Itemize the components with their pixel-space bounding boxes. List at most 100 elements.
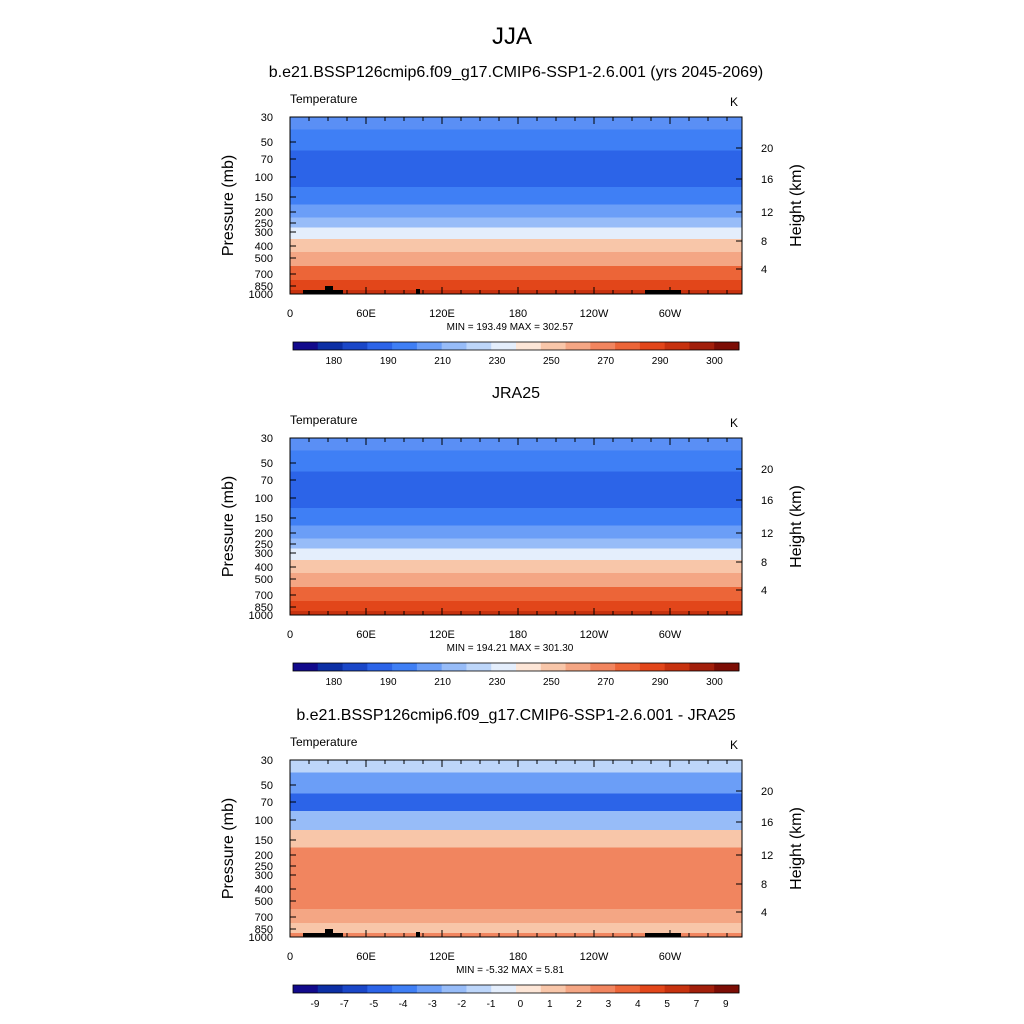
colorbar-label: 290: [652, 677, 669, 688]
lon-tick-label: 60E: [356, 629, 376, 641]
colorbar-swatch: [714, 663, 740, 671]
contour-band-200: [290, 847, 742, 861]
contour-band-70: [290, 471, 742, 489]
height-tick-label: 4: [761, 264, 767, 276]
topography: [325, 286, 333, 294]
plot-frame: [289, 116, 743, 295]
pressure-tick-label: 150: [255, 835, 273, 847]
pressure-tick-label: 1000: [249, 289, 273, 301]
plot-area: [290, 760, 742, 937]
lon-tick-label: 180: [509, 308, 527, 320]
lon-tick-label: 0: [287, 951, 293, 963]
y-axis-label: Pressure (mb): [220, 155, 237, 256]
colorbar-swatch: [664, 663, 690, 671]
colorbar-swatch: [416, 663, 443, 671]
min-max-stats: MIN = -5.32 MAX = 5.81: [456, 965, 564, 976]
pressure-tick-label: 250: [255, 861, 273, 873]
colorbar-label: 230: [489, 677, 506, 688]
colorbar-label: 5: [664, 999, 670, 1010]
colorbar-frame: [292, 662, 740, 672]
pressure-tick-label: 30: [261, 433, 273, 445]
contour-band-1000: [290, 611, 742, 615]
colorbar-swatch: [416, 342, 443, 350]
contour-band-100: [290, 168, 742, 187]
colorbar-swatch: [367, 663, 393, 671]
colorbar-swatch: [639, 663, 666, 671]
colorbar-swatch: [491, 985, 517, 993]
panel-title: b.e21.BSSP126cmip6.f09_g17.CMIP6-SSP1-2.…: [269, 64, 764, 81]
pressure-tick-label: 50: [261, 458, 273, 470]
contour-band-50: [290, 129, 742, 151]
colorbar-swatch: [466, 985, 492, 993]
topography: [645, 933, 681, 937]
colorbar-label: -3: [428, 999, 437, 1010]
colorbar-label: 9: [723, 999, 729, 1010]
contour-band-500: [290, 573, 742, 587]
plot-frame: [289, 759, 743, 938]
colorbar-swatch: [416, 985, 443, 993]
pressure-tick-label: 100: [255, 172, 273, 184]
colorbar-swatch: [565, 663, 591, 671]
pressure-tick-label: 200: [255, 528, 273, 540]
colorbar-swatch: [317, 663, 344, 671]
lon-tick-label: 120W: [580, 629, 609, 641]
pressure-tick-label: 150: [255, 513, 273, 525]
colorbar-swatch: [565, 985, 591, 993]
lon-tick-label: 180: [509, 951, 527, 963]
topography: [416, 289, 420, 294]
colorbar-swatch: [466, 342, 492, 350]
panel-title: JRA25: [492, 385, 540, 402]
colorbar-swatch: [615, 985, 641, 993]
pressure-tick-label: 70: [261, 475, 273, 487]
y-axis-label: Pressure (mb): [220, 798, 237, 899]
pressure-tick-label: 50: [261, 780, 273, 792]
lon-tick-label: 120W: [580, 308, 609, 320]
topography: [303, 933, 343, 937]
height-tick-label: 12: [761, 850, 773, 862]
contour-band-50: [290, 450, 742, 472]
contour-band-500: [290, 895, 742, 909]
pressure-tick-label: 700: [255, 269, 273, 281]
lon-tick-label: 180: [509, 629, 527, 641]
height-tick-label: 20: [761, 143, 773, 155]
lon-tick-label: 120E: [429, 308, 455, 320]
pressure-tick-label: 700: [255, 912, 273, 924]
min-max-stats: MIN = 194.21 MAX = 301.30: [447, 643, 574, 654]
colorbar-swatch: [565, 342, 591, 350]
height-tick-label: 4: [761, 907, 767, 919]
contour-band-250: [290, 860, 742, 871]
pressure-tick-label: 100: [255, 493, 273, 505]
colorbar-swatch: [367, 985, 393, 993]
colorbar-swatch: [664, 342, 690, 350]
colorbar-frame: [292, 341, 740, 351]
contour-band-300: [290, 870, 742, 882]
lon-tick-label: 120E: [429, 629, 455, 641]
pressure-tick-label: 30: [261, 755, 273, 767]
panel-1: b.e21.BSSP126cmip6.f09_g17.CMIP6-SSP1-2.…: [220, 64, 805, 367]
colorbar-label: 270: [597, 677, 614, 688]
pressure-tick-label: 300: [255, 548, 273, 560]
variable-label: Temperature: [290, 413, 358, 427]
height-tick-label: 16: [761, 495, 773, 507]
pressure-tick-label: 850: [255, 281, 273, 293]
figure-title: JJA: [492, 23, 532, 50]
contour-band-50: [290, 772, 742, 794]
colorbar-swatch: [342, 663, 368, 671]
height-tick-label: 4: [761, 585, 767, 597]
y2-axis-label: Height (km): [788, 164, 805, 247]
colorbar-label: 300: [706, 356, 723, 367]
colorbar-label: 2: [576, 999, 582, 1010]
y2-axis-label: Height (km): [788, 485, 805, 568]
colorbar-swatch: [293, 985, 319, 993]
pressure-tick-label: 70: [261, 154, 273, 166]
pressure-tick-label: 150: [255, 192, 273, 204]
colorbar-swatch: [540, 663, 567, 671]
lon-tick-label: 0: [287, 629, 293, 641]
units-label: K: [730, 738, 738, 752]
plot-frame: [289, 437, 743, 616]
colorbar: 180 190 210 230 250 270 290 300: [292, 341, 740, 367]
colorbar-label: -9: [311, 999, 320, 1010]
colorbar-swatch: [367, 342, 393, 350]
colorbar: 180 190 210 230 250 270 290 300: [292, 662, 740, 688]
